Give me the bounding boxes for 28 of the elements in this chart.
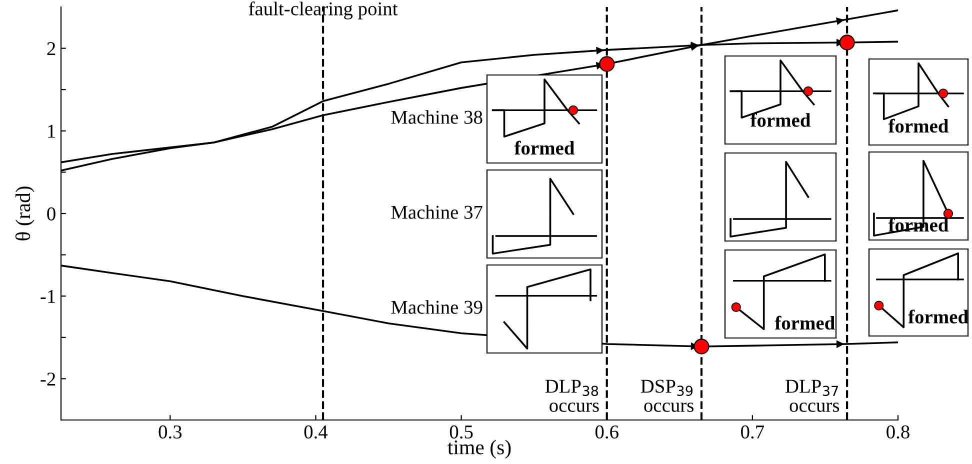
- y-tick-label: 2: [47, 42, 56, 56]
- y-tick-label: 1: [48, 124, 55, 138]
- y-tick-label: 0: [47, 207, 56, 220]
- point: [839, 34, 855, 50]
- y-axis-title: θ (rad): [15, 186, 34, 240]
- y-tick-label: -2: [40, 372, 56, 386]
- point: [599, 56, 615, 72]
- text: formed: [908, 310, 968, 324]
- point: [694, 338, 710, 354]
- annotation: Machine 38: [391, 110, 482, 124]
- ref-line-label: DLP$_{38}$ occurs: [545, 380, 599, 412]
- x-tick-label: 0.6: [595, 425, 618, 439]
- x-tick-label: 0.3: [158, 425, 182, 439]
- annotation: formed: [514, 140, 575, 155]
- x-tick-label: 0.8: [886, 425, 910, 439]
- annotation: Machine 37: [391, 205, 482, 219]
- annotation: formed: [774, 316, 835, 330]
- ref-line-label: fault-clearing point: [248, 2, 398, 20]
- annotation: formed: [888, 118, 949, 133]
- ref-line-label: DSP$_{39}$ occurs: [640, 380, 694, 412]
- x-tick-label: 0.5: [450, 425, 473, 439]
- annotation: Machine 39: [391, 300, 482, 314]
- x-tick-label: 0.4: [304, 425, 328, 439]
- ref-line-label: DLP$_{37}$ occurs: [786, 380, 840, 412]
- x-tick-label: 0.7: [741, 425, 764, 439]
- x-axis-title: time (s): [448, 440, 511, 459]
- y-tick-label: -1: [40, 290, 55, 303]
- annotation: formed: [750, 112, 811, 127]
